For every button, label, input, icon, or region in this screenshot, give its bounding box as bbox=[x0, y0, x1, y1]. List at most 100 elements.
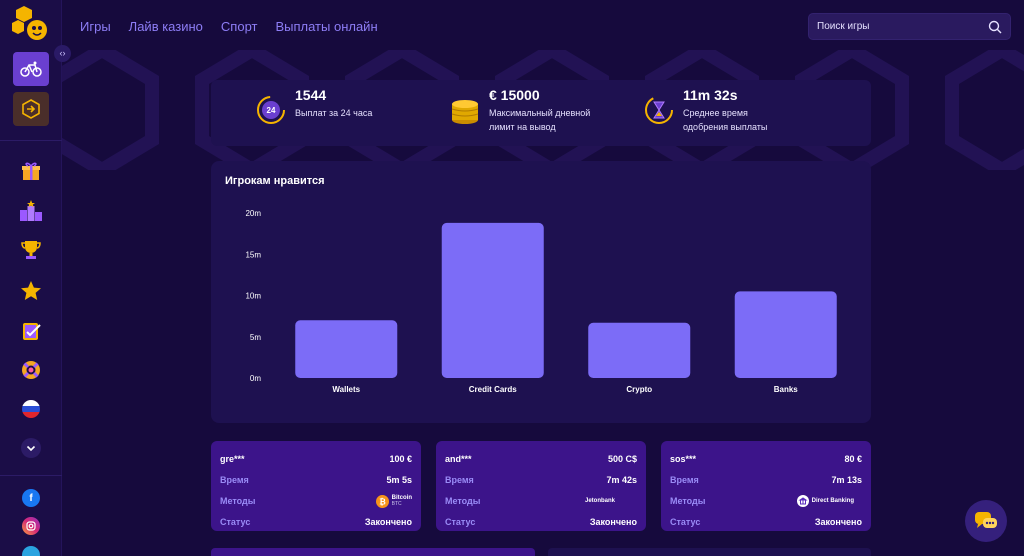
sidebar: f bbox=[0, 0, 62, 556]
y-tick-label: 10m bbox=[245, 292, 261, 301]
nav-sport[interactable]: Спорт bbox=[220, 19, 258, 34]
clock-24-label: 24 bbox=[267, 106, 276, 115]
search-input[interactable] bbox=[809, 14, 979, 39]
stat-label: лимит на вывод bbox=[489, 122, 556, 132]
payout-status-label: Статус bbox=[445, 517, 476, 527]
popular-methods-chart: 0m 5m 10m 15m 20m Wallets Credit Cards Crypto Ba… bbox=[211, 161, 871, 423]
payout-time-label: Время bbox=[670, 475, 699, 485]
payout-method-name: Jetonbank bbox=[584, 498, 615, 504]
y-tick-label: 15m bbox=[245, 250, 261, 259]
instagram-icon[interactable] bbox=[22, 517, 40, 535]
sidebar-collapse-button[interactable]: ‹› bbox=[54, 45, 71, 62]
payout-card: and*** 500 C$ Время 7m 42s Методы Jetonban… bbox=[436, 441, 646, 531]
payout-method: Direct Banking bbox=[796, 495, 854, 507]
code-arrows-icon: ‹› bbox=[59, 48, 66, 58]
search-box bbox=[808, 13, 1011, 40]
telegram-icon[interactable] bbox=[22, 546, 40, 556]
bank-icon bbox=[796, 495, 809, 507]
payout-status: Закончено bbox=[589, 517, 637, 527]
nav-live-casino[interactable]: Лайв казино bbox=[128, 19, 203, 34]
stat-max-daily-limit: € 15000 Максимальный дневной лимит на вы… bbox=[449, 87, 590, 134]
bar-chart: 0m 5m 10m 15m 20m Wallets Credit Cards Crypto Ba… bbox=[245, 209, 837, 394]
sidebar-item-sport[interactable] bbox=[13, 52, 49, 86]
chevron-down-icon bbox=[21, 438, 41, 458]
payout-method-name: Bitcoin bbox=[391, 495, 412, 501]
stat-label: Выплат за 24 часа bbox=[295, 108, 373, 118]
payout-time: 7m 42s bbox=[606, 475, 637, 485]
sidebar-expand-button[interactable] bbox=[19, 436, 43, 460]
sidebar-item-tournaments[interactable] bbox=[19, 199, 43, 223]
chat-icon bbox=[975, 512, 997, 528]
x-tick-label: Wallets bbox=[332, 385, 360, 394]
svg-text:₿: ₿ bbox=[379, 497, 386, 506]
payout-time-label: Время bbox=[220, 475, 249, 485]
gift-icon bbox=[22, 162, 40, 180]
nav-games[interactable]: Игры bbox=[80, 19, 111, 34]
stat-label: Максимальный дневной bbox=[489, 108, 591, 118]
payout-card: sos*** 80 € Время 7m 13s Методы Direct Ban… bbox=[661, 441, 871, 531]
trophy-icon bbox=[21, 241, 41, 259]
payout-amount: 100 € bbox=[389, 454, 412, 464]
payout-status-label: Статус bbox=[220, 517, 251, 527]
payout-methods-label: Методы bbox=[445, 496, 481, 506]
facebook-icon[interactable]: f bbox=[22, 489, 40, 507]
payout-status-label: Статус bbox=[670, 517, 701, 527]
hourglass-icon bbox=[645, 96, 673, 124]
payout-amount: 80 € bbox=[844, 454, 862, 464]
search-icon[interactable] bbox=[988, 20, 1002, 34]
russia-flag-icon bbox=[22, 400, 40, 418]
sidebar-item-tasks[interactable] bbox=[19, 319, 43, 343]
chart-title: Игрокам нравится bbox=[225, 175, 325, 187]
payout-method: ₿ Bitcoin BTC bbox=[375, 494, 412, 508]
bar-wallets[interactable] bbox=[295, 320, 398, 378]
tasks-icon bbox=[23, 323, 41, 340]
stat-label: одобрения выплаты bbox=[683, 122, 768, 132]
sidebar-item-gift[interactable] bbox=[19, 159, 43, 183]
y-tick-label: 5m bbox=[250, 333, 261, 342]
stat-label: Среднее время bbox=[683, 108, 748, 118]
nav-payouts-online[interactable]: Выплаты онлайн bbox=[275, 19, 378, 34]
sidebar-divider bbox=[0, 140, 62, 141]
payout-method-sub: BTC bbox=[391, 501, 402, 507]
bar-banks[interactable] bbox=[734, 291, 837, 378]
y-tick-label: 20m bbox=[245, 209, 261, 218]
sidebar-item-login[interactable] bbox=[13, 92, 49, 126]
sidebar-item-language[interactable] bbox=[19, 397, 43, 421]
payout-method: Jetonbank bbox=[585, 498, 615, 504]
star-icon bbox=[21, 281, 41, 300]
stat-value: 1544 bbox=[295, 87, 327, 103]
bicycle-icon bbox=[20, 61, 42, 77]
payout-time-label: Время bbox=[445, 475, 474, 485]
sign-in-icon bbox=[22, 99, 40, 119]
chat-button[interactable] bbox=[965, 500, 1007, 542]
stat-avg-approval-time: 11m 32s Среднее время одобрения выплаты bbox=[643, 87, 767, 134]
x-tick-label: Banks bbox=[774, 385, 799, 394]
sidebar-divider bbox=[0, 475, 62, 476]
payout-user: sos*** bbox=[670, 454, 697, 464]
logo-icon[interactable] bbox=[10, 4, 52, 46]
payout-time: 7m 13s bbox=[831, 475, 862, 485]
payout-time: 5m 5s bbox=[386, 475, 412, 485]
bar-credit-cards[interactable] bbox=[441, 222, 544, 378]
bitcoin-icon: ₿ bbox=[375, 494, 389, 508]
clock-24-icon: 24 bbox=[257, 96, 285, 124]
podium-icon bbox=[20, 200, 42, 221]
sidebar-item-favorites[interactable] bbox=[19, 279, 43, 303]
stat-payouts-24h: 24 1544 Выплат за 24 часа bbox=[255, 87, 372, 127]
top-nav: Игры Лайв казино Спорт Выплаты онлайн bbox=[80, 19, 378, 34]
stat-value: 11m 32s bbox=[683, 87, 738, 103]
bar-crypto[interactable] bbox=[588, 322, 691, 378]
sidebar-item-cup[interactable] bbox=[19, 238, 43, 262]
payout-method-name: Direct Banking bbox=[811, 498, 854, 504]
bottom-card-partial bbox=[211, 548, 535, 556]
payout-methods-label: Методы bbox=[670, 496, 706, 506]
stat-value: € 15000 bbox=[489, 87, 540, 103]
payout-card: gre*** 100 € Время 5m 5s Методы ₿ Bitcoin B… bbox=[211, 441, 421, 531]
x-tick-label: Crypto bbox=[626, 385, 652, 394]
y-tick-label: 0m bbox=[250, 374, 261, 383]
coin-stack-icon bbox=[451, 100, 479, 124]
lifebuoy-icon bbox=[22, 361, 40, 379]
x-tick-label: Credit Cards bbox=[469, 385, 518, 394]
payout-amount: 500 C$ bbox=[607, 454, 637, 464]
sidebar-item-support[interactable] bbox=[19, 358, 43, 382]
